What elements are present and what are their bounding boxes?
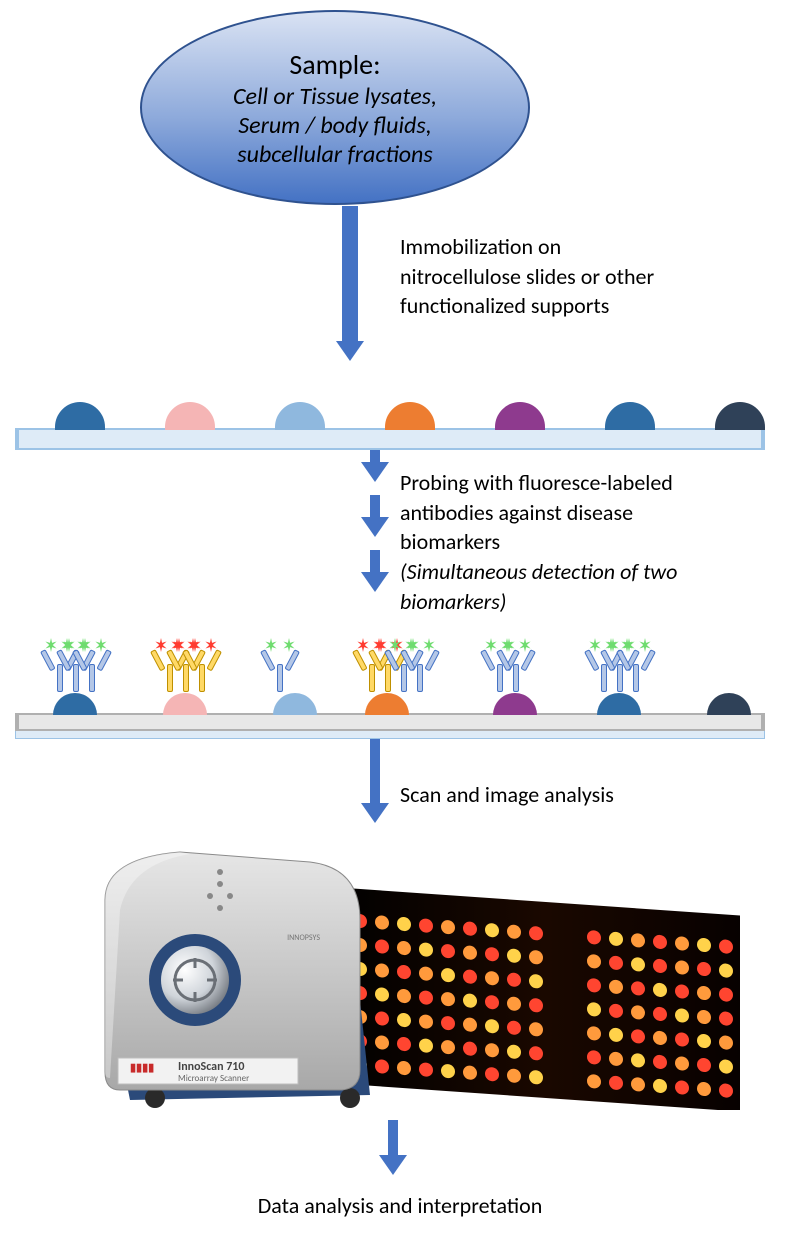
sample-line-3: subcellular fractions (237, 140, 432, 169)
sample-ellipse: Sample: Cell or Tissue lysates, Serum / … (140, 10, 530, 205)
step-immobilize-label: Immobilization on nitrocellulose slides … (400, 232, 760, 321)
sample-spot (55, 402, 105, 430)
sample-spot (707, 693, 751, 715)
antibody (189, 640, 215, 695)
sample-spot (385, 402, 435, 430)
step-scan-label: Scan and image analysis (400, 780, 760, 810)
svg-text:▮▮▮▮: ▮▮▮▮ (130, 1061, 154, 1074)
sample-spot (365, 693, 409, 715)
arrow (378, 1120, 408, 1175)
sample-line-1: Cell or Tissue lysates, (233, 82, 437, 111)
sample-spot (165, 402, 215, 430)
svg-text:INNOPSYS: INNOPSYS (287, 933, 320, 943)
sample-line-2: Serum / body fluids, (238, 111, 431, 140)
antibody (267, 640, 293, 695)
svg-text:Microarray Scanner: Microarray Scanner (178, 1073, 249, 1084)
sample-spot (273, 693, 317, 715)
step-probe-label: Probing with fluoresce-labeled antibodie… (400, 468, 790, 616)
slide-antibodies (15, 640, 765, 735)
arrow (360, 495, 390, 537)
antibody (79, 640, 105, 695)
sample-spot (163, 693, 207, 715)
arrow (360, 728, 390, 823)
scanner-illustration: INNOPSYS ▮▮▮▮ InnoScan 710 Microarray Sc… (60, 840, 740, 1110)
final-step-label: Data analysis and interpretation (0, 1192, 800, 1219)
sample-spot (493, 693, 537, 715)
sample-title: Sample: (289, 47, 380, 82)
sample-spot (597, 693, 641, 715)
arrow (335, 206, 365, 361)
sample-spot (275, 402, 325, 430)
arrow (360, 550, 390, 592)
svg-text:InnoScan 710: InnoScan 710 (178, 1060, 244, 1074)
slide-spots (15, 400, 765, 450)
sample-spot (53, 693, 97, 715)
antibody (623, 640, 649, 695)
antibody (407, 640, 433, 695)
sample-spot (715, 402, 765, 430)
sample-spot (605, 402, 655, 430)
antibody (503, 640, 529, 695)
sample-spot (495, 402, 545, 430)
